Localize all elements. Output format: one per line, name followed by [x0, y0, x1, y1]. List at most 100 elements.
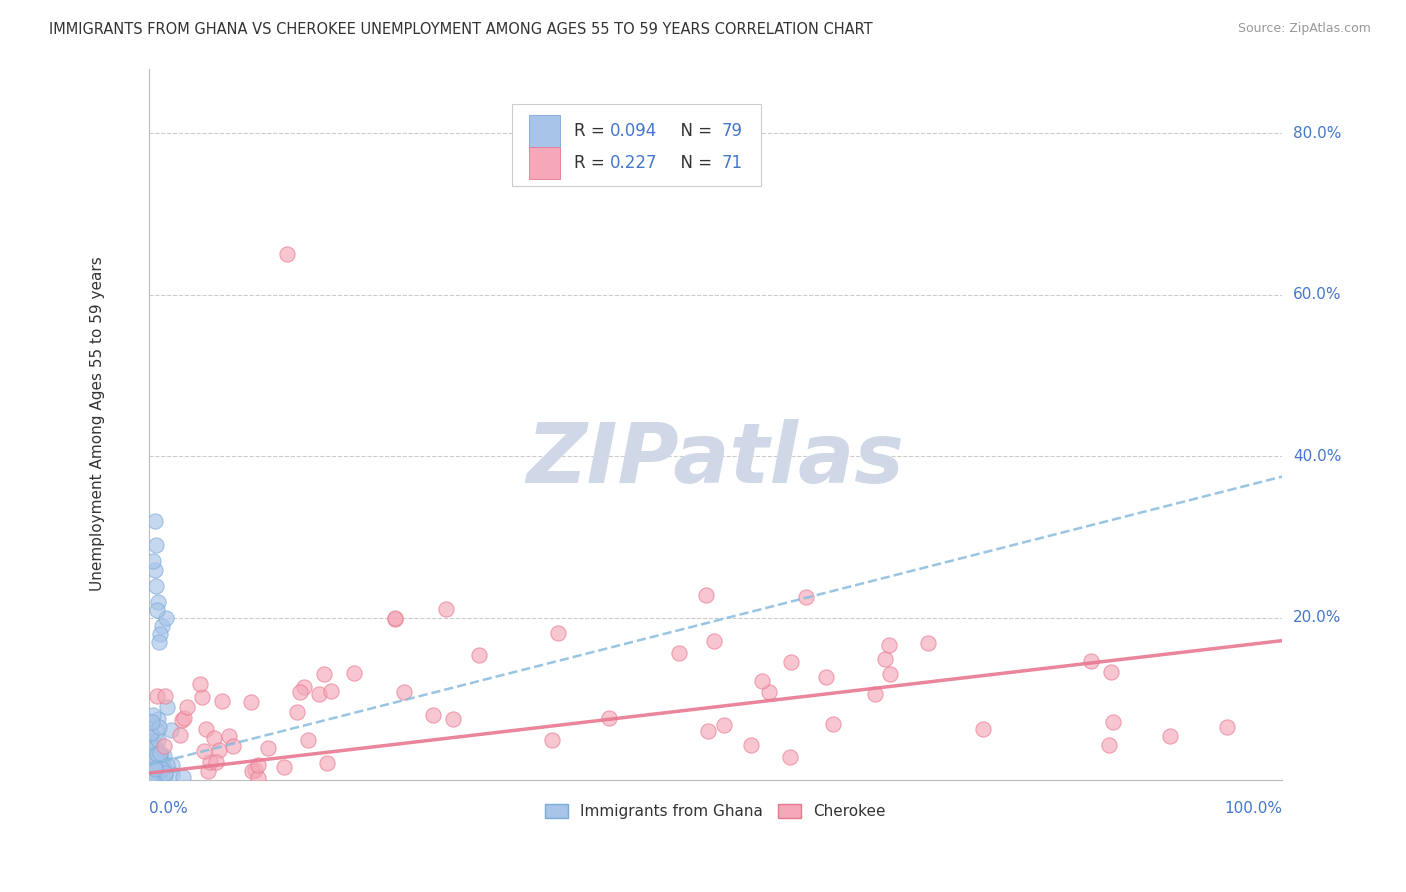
- Point: [468, 648, 491, 662]
- Text: N =: N =: [671, 121, 717, 140]
- Point: [392, 685, 415, 699]
- Point: [696, 723, 718, 738]
- Point: [141, 759, 163, 773]
- Point: [143, 771, 166, 785]
- Point: [713, 718, 735, 732]
- Point: [1099, 665, 1122, 680]
- Point: [1159, 730, 1181, 744]
- Point: [139, 756, 162, 770]
- Text: 79: 79: [721, 121, 742, 140]
- Point: [312, 667, 335, 681]
- Point: [434, 602, 457, 616]
- Point: [297, 733, 319, 747]
- Point: [142, 772, 165, 786]
- Point: [547, 625, 569, 640]
- Point: [815, 670, 838, 684]
- Point: [218, 729, 240, 743]
- Text: 40.0%: 40.0%: [1294, 449, 1341, 464]
- Point: [172, 770, 194, 784]
- Text: N =: N =: [671, 153, 717, 172]
- Point: [139, 759, 162, 773]
- Point: [149, 627, 172, 641]
- Point: [153, 689, 176, 703]
- Point: [194, 722, 217, 736]
- Point: [917, 636, 939, 650]
- Point: [142, 707, 165, 722]
- Point: [780, 655, 803, 669]
- Point: [160, 758, 183, 772]
- Point: [1216, 720, 1239, 734]
- Point: [141, 715, 163, 730]
- Point: [141, 771, 163, 785]
- Point: [139, 761, 162, 775]
- Text: 0.094: 0.094: [610, 121, 658, 140]
- Point: [240, 764, 263, 779]
- Point: [143, 760, 166, 774]
- FancyBboxPatch shape: [529, 115, 560, 147]
- Point: [751, 673, 773, 688]
- Point: [211, 694, 233, 708]
- Text: 80.0%: 80.0%: [1294, 126, 1341, 141]
- Point: [139, 757, 162, 772]
- Point: [139, 737, 162, 751]
- Point: [152, 619, 174, 633]
- Point: [143, 514, 166, 528]
- Point: [193, 744, 215, 758]
- Point: [139, 714, 162, 728]
- Point: [204, 731, 226, 746]
- Point: [668, 646, 690, 660]
- Point: [145, 751, 167, 765]
- Point: [149, 772, 172, 786]
- Text: R =: R =: [574, 153, 610, 172]
- Point: [148, 764, 170, 779]
- Point: [149, 746, 172, 760]
- Point: [319, 684, 342, 698]
- Text: 60.0%: 60.0%: [1294, 287, 1341, 302]
- Point: [143, 749, 166, 764]
- Point: [148, 759, 170, 773]
- Point: [139, 772, 162, 786]
- Text: 0.0%: 0.0%: [149, 801, 187, 816]
- Point: [153, 749, 176, 764]
- Point: [156, 699, 179, 714]
- Point: [139, 726, 162, 740]
- Point: [292, 680, 315, 694]
- Point: [142, 753, 165, 767]
- Point: [141, 742, 163, 756]
- Point: [598, 711, 620, 725]
- Point: [243, 763, 266, 777]
- Point: [148, 767, 170, 781]
- Point: [863, 687, 886, 701]
- Point: [142, 771, 165, 785]
- Point: [176, 699, 198, 714]
- Point: [146, 712, 169, 726]
- Point: [141, 752, 163, 766]
- Point: [139, 765, 162, 780]
- Point: [141, 766, 163, 780]
- Point: [148, 635, 170, 649]
- Point: [308, 687, 330, 701]
- Point: [343, 665, 366, 680]
- Text: R =: R =: [574, 121, 610, 140]
- Point: [273, 760, 295, 774]
- Point: [148, 720, 170, 734]
- Point: [145, 579, 167, 593]
- Point: [139, 758, 162, 772]
- Point: [139, 728, 162, 742]
- Point: [146, 751, 169, 765]
- Point: [239, 695, 262, 709]
- Point: [145, 723, 167, 738]
- Point: [384, 612, 406, 626]
- Point: [142, 753, 165, 767]
- Point: [541, 732, 564, 747]
- Point: [173, 711, 195, 725]
- Point: [139, 766, 162, 780]
- Point: [156, 758, 179, 772]
- Point: [316, 756, 339, 770]
- Point: [1080, 654, 1102, 668]
- Point: [879, 666, 901, 681]
- Point: [285, 705, 308, 719]
- Point: [139, 758, 162, 772]
- Point: [150, 762, 173, 776]
- Point: [145, 747, 167, 761]
